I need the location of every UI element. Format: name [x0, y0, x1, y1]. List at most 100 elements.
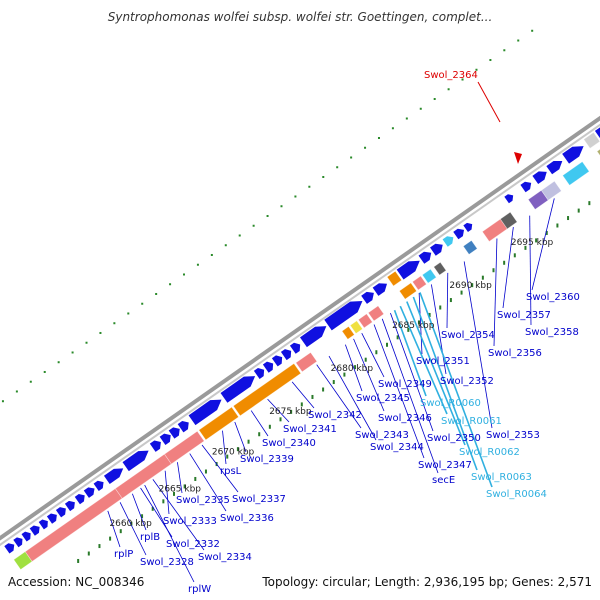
gene-label[interactable]: Swol_2341: [283, 424, 337, 435]
gene-label[interactable]: Swol_2354: [441, 330, 495, 341]
forward-gene-arrow[interactable]: [463, 221, 474, 232]
forward-gene-arrow[interactable]: [253, 366, 267, 380]
trna-arrow[interactable]: [442, 234, 456, 247]
gene-label[interactable]: Swol_2335: [176, 495, 230, 506]
forward-gene-arrow[interactable]: [103, 464, 126, 484]
gene-features[interactable]: [4, 116, 600, 570]
forward-gene-arrow[interactable]: [177, 418, 192, 433]
gene-block[interactable]: [386, 270, 403, 287]
gene-block-orange[interactable]: [198, 406, 239, 441]
forward-gene-arrow[interactable]: [418, 249, 435, 264]
gene-label[interactable]: Swol_2340: [262, 438, 316, 449]
rrna-block[interactable]: [357, 313, 373, 329]
forward-gene-arrow[interactable]: [149, 438, 164, 452]
gene-label[interactable]: Swol_2357: [497, 310, 551, 321]
rrna-block[interactable]: [164, 430, 205, 465]
highlight-label[interactable]: Swol_2364: [424, 70, 478, 81]
gene-label[interactable]: Swol_2328: [140, 557, 194, 568]
forward-gene-arrow[interactable]: [361, 289, 377, 304]
forward-gene-arrow[interactable]: [122, 446, 152, 472]
gene-label[interactable]: Swol_2347: [418, 460, 472, 471]
forward-gene-arrow[interactable]: [453, 226, 466, 240]
forward-gene-arrow[interactable]: [372, 280, 390, 296]
gene-label[interactable]: Swol_2345: [356, 393, 410, 404]
gene-label[interactable]: Swol_2337: [232, 494, 286, 505]
forward-gene-arrow[interactable]: [324, 296, 366, 331]
forward-gene-arrow[interactable]: [83, 485, 97, 498]
gene-label[interactable]: Swol_2360: [526, 292, 580, 303]
forward-gene-arrow[interactable]: [74, 492, 88, 505]
gene-label[interactable]: Swol_2336: [220, 513, 274, 524]
gene-label[interactable]: Swol_R0060: [420, 398, 481, 409]
gene-block-orange[interactable]: [398, 282, 417, 300]
highlighted-gene[interactable]: Swol_2364: [424, 70, 522, 164]
forward-gene-arrow[interactable]: [168, 425, 183, 439]
rrna-block[interactable]: [24, 488, 123, 562]
gene-label[interactable]: Swol_R0064: [486, 489, 547, 500]
forward-gene-arrow[interactable]: [4, 541, 17, 554]
forward-gene-arrow[interactable]: [289, 340, 303, 354]
gene-block[interactable]: [540, 180, 562, 201]
gene-label[interactable]: Swol_R0061: [441, 416, 502, 427]
forward-gene-arrow[interactable]: [520, 179, 533, 193]
trna-block[interactable]: [421, 268, 437, 284]
gene-label[interactable]: Swol_2349: [378, 379, 432, 390]
forward-gene-arrow[interactable]: [93, 478, 107, 492]
gene-block-gray[interactable]: [433, 261, 447, 276]
gene-label[interactable]: Swol_2334: [198, 552, 252, 563]
gene-label[interactable]: Swol_R0062: [459, 447, 520, 458]
forward-gene-arrow[interactable]: [532, 168, 549, 185]
gene-label[interactable]: Swol_2339: [240, 454, 294, 465]
forward-gene-arrow[interactable]: [13, 535, 25, 548]
gene-label[interactable]: rplW: [188, 584, 211, 595]
gene-label[interactable]: Swol_2350: [427, 433, 481, 444]
gene-block[interactable]: [462, 240, 478, 255]
gene-label[interactable]: Swol_2333: [163, 516, 217, 527]
forward-gene-arrow[interactable]: [220, 371, 259, 403]
rrna-block[interactable]: [367, 305, 385, 322]
forward-gene-arrow[interactable]: [300, 321, 330, 348]
gene-block-orange[interactable]: [341, 326, 355, 340]
gene-labels[interactable]: rplW rplP Swol_2328 rplB Swol_2332 Swol_2334 S…: [114, 292, 580, 595]
gene-label[interactable]: secE: [432, 475, 455, 486]
gene-label[interactable]: rpsL: [220, 466, 242, 477]
forward-gene-arrow[interactable]: [64, 499, 78, 512]
forward-gene-arrow[interactable]: [159, 431, 174, 445]
gene-label[interactable]: rplP: [114, 549, 133, 560]
forward-gene-arrow[interactable]: [188, 395, 225, 426]
forward-gene-arrow[interactable]: [504, 192, 515, 204]
gene-label[interactable]: Swol_2343: [355, 430, 409, 441]
gene-block-orange[interactable]: [232, 363, 302, 417]
gene-block-gray[interactable]: [499, 211, 518, 230]
gene-label[interactable]: Swol_2332: [166, 539, 220, 550]
trna-block[interactable]: [562, 161, 590, 186]
gene-block[interactable]: [583, 132, 600, 149]
forward-gene-arrow[interactable]: [280, 347, 294, 361]
forward-gene-arrow[interactable]: [21, 530, 34, 542]
gene-label[interactable]: Swol_2351: [416, 356, 470, 367]
gene-label[interactable]: Swol_2358: [525, 327, 579, 338]
gene-label[interactable]: Swol_R0063: [471, 472, 532, 483]
gene-label[interactable]: Swol_2356: [488, 348, 542, 359]
gene-label[interactable]: Swol_2342: [308, 410, 362, 421]
forward-gene-arrow[interactable]: [55, 505, 69, 518]
forward-gene-arrow[interactable]: [262, 359, 276, 373]
forward-gene-arrow[interactable]: [396, 256, 424, 280]
gap[interactable]: [486, 203, 499, 217]
forward-gene-arrow[interactable]: [562, 141, 587, 164]
gene-label[interactable]: Swol_2344: [370, 442, 424, 453]
forward-gene-arrow[interactable]: [46, 511, 60, 524]
gene-label[interactable]: Swol_2352: [440, 376, 494, 387]
forward-gene-arrow[interactable]: [29, 523, 43, 536]
rrna-block[interactable]: [295, 352, 318, 373]
forward-gene-arrow[interactable]: [38, 517, 51, 530]
forward-gene-arrow[interactable]: [271, 353, 285, 367]
gene-label[interactable]: rplB: [140, 532, 160, 543]
gene-block-yellow[interactable]: [349, 320, 363, 334]
gene-label[interactable]: Swol_2346: [378, 413, 432, 424]
forward-gene-arrow[interactable]: [430, 241, 446, 256]
rrna-block[interactable]: [412, 275, 427, 291]
gene-label[interactable]: Swol_2353: [486, 430, 540, 441]
forward-gene-arrow[interactable]: [546, 157, 565, 175]
